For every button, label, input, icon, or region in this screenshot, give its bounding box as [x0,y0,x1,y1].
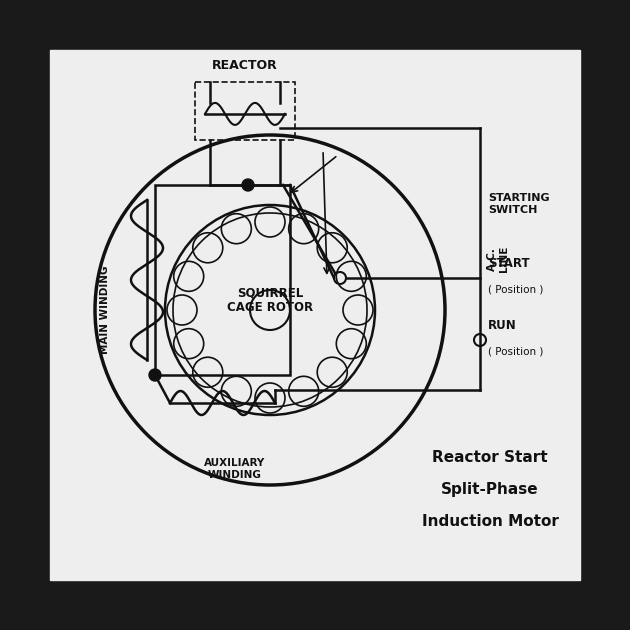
Text: ( Position ): ( Position ) [488,346,543,356]
Text: REACTOR: REACTOR [212,59,278,72]
Bar [155,185,290,375]
Text: STARTING
SWITCH: STARTING SWITCH [488,193,549,215]
Text: Split-Phase: Split-Phase [441,482,539,497]
Text: START: START [488,257,530,270]
Circle shape [149,369,161,381]
Text: SQUIRREL
CAGE ROTOR: SQUIRREL CAGE ROTOR [227,286,313,314]
Text: AUXILIARY
WINDING: AUXILIARY WINDING [204,458,266,479]
Text: RUN: RUN [488,319,517,332]
Bar [195,82,295,140]
Text: A.C.
LINE: A.C. LINE [487,246,509,272]
Circle shape [242,179,254,191]
Text: Induction Motor: Induction Motor [421,514,558,529]
Bar [50,50,580,580]
Text: MAIN WINDING: MAIN WINDING [100,266,110,354]
Text: ( Position ): ( Position ) [488,284,543,294]
Text: Reactor Start: Reactor Start [432,450,548,465]
